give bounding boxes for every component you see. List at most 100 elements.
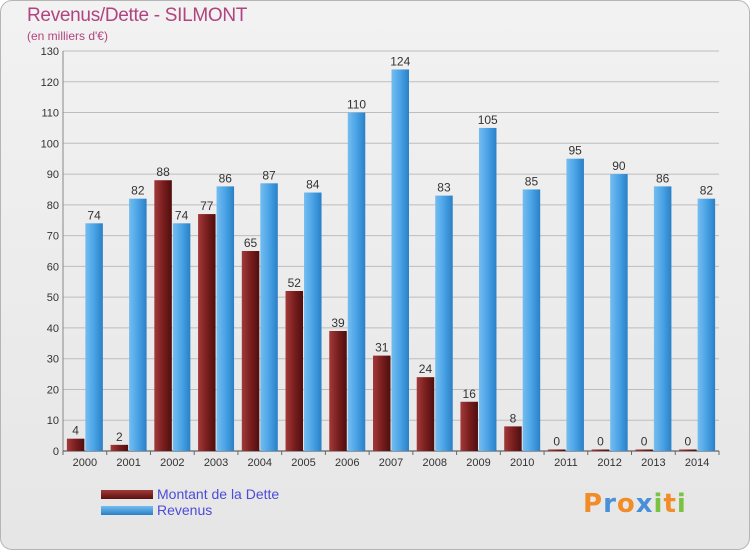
data-label-revenus: 86 (656, 171, 670, 185)
bar-dette (329, 331, 347, 451)
legend-label-revenus: Revenus (157, 502, 213, 518)
data-label-dette: 0 (597, 435, 604, 449)
bar-dette (635, 449, 653, 451)
data-label-dette: 0 (553, 435, 560, 449)
data-label-dette: 8 (510, 411, 517, 425)
bar-revenus (347, 112, 366, 452)
data-label-dette: 77 (200, 199, 214, 213)
data-label-dette: 0 (685, 435, 692, 449)
data-label-revenus: 87 (262, 168, 276, 182)
bar-dette (504, 426, 522, 451)
data-label-revenus: 105 (478, 113, 498, 127)
x-tick-label: 2001 (116, 457, 140, 469)
bar-dette (154, 180, 172, 451)
x-tick-label: 2013 (641, 457, 665, 469)
bar-revenus (304, 192, 322, 452)
bar-revenus (566, 158, 584, 451)
x-tick-label: 2011 (554, 457, 578, 469)
y-tick-label: 10 (47, 415, 59, 427)
bar-dette (591, 449, 610, 451)
x-tick-label: 2007 (379, 457, 403, 469)
data-label-revenus: 86 (219, 171, 233, 185)
bar-revenus (129, 198, 147, 451)
chart-subtitle: (en milliers d'€) (27, 29, 108, 43)
y-tick-label: 20 (47, 384, 59, 396)
x-tick-label: 2004 (248, 457, 272, 469)
x-tick-label: 2008 (422, 457, 446, 469)
data-label-dette: 31 (375, 341, 389, 355)
bar-revenus (391, 69, 409, 451)
x-tick-label: 2012 (597, 457, 621, 469)
bar-dette (460, 401, 478, 451)
bar-revenus (610, 174, 628, 452)
bar-dette (373, 355, 391, 451)
y-tick-label: 40 (47, 323, 59, 335)
x-tick-label: 2000 (73, 457, 97, 469)
bar-revenus (697, 198, 716, 451)
x-tick-label: 2006 (335, 457, 359, 469)
y-tick-label: 90 (47, 169, 59, 181)
legend-label-dette: Montant de la Dette (157, 486, 280, 502)
x-tick-label: 2005 (291, 457, 315, 469)
logo-letter: P (583, 489, 604, 519)
y-tick-label: 30 (47, 354, 59, 366)
bar-dette (285, 291, 304, 451)
bar-revenus (653, 186, 672, 451)
data-label-revenus: 95 (569, 144, 583, 158)
data-label-revenus: 82 (700, 184, 714, 198)
data-label-dette: 2 (116, 430, 123, 444)
logo-letter: x (635, 489, 654, 519)
x-tick-label: 2014 (685, 457, 709, 469)
bar-dette (66, 438, 85, 451)
data-label-dette: 24 (419, 362, 433, 376)
bar-revenus (172, 223, 191, 451)
y-tick-label: 100 (41, 138, 59, 150)
data-label-dette: 0 (641, 435, 648, 449)
bar-revenus (522, 189, 541, 451)
x-tick-label: 2003 (204, 457, 228, 469)
bar-revenus (216, 186, 235, 451)
data-label-revenus: 83 (437, 181, 451, 195)
bar-dette (241, 251, 260, 451)
y-tick-label: 120 (41, 77, 59, 89)
proxiti-logo: Proxiti (583, 489, 687, 519)
logo-letter: t (663, 489, 677, 519)
y-tick-label: 70 (47, 231, 59, 243)
bar-revenus (260, 183, 278, 452)
data-label-dette: 52 (288, 276, 302, 290)
data-label-dette: 65 (244, 236, 258, 250)
x-tick-label: 2010 (510, 457, 534, 469)
y-tick-label: 0 (53, 446, 59, 458)
y-tick-label: 50 (47, 292, 59, 304)
bar-dette (416, 377, 435, 451)
x-tick-label: 2002 (160, 457, 184, 469)
data-label-dette: 16 (463, 387, 477, 401)
bar-dette (547, 449, 566, 451)
data-label-revenus: 74 (87, 208, 101, 222)
legend-swatch-revenus (101, 506, 153, 515)
bar-revenus (85, 223, 103, 451)
bar-dette (198, 214, 216, 451)
x-tick-label: 2009 (466, 457, 490, 469)
logo-letter: r (603, 489, 617, 519)
data-label-revenus: 74 (175, 208, 189, 222)
data-label-revenus: 124 (390, 54, 410, 68)
logo-letter: i (653, 489, 664, 519)
y-tick-label: 60 (47, 261, 59, 273)
bar-revenus (435, 195, 453, 451)
data-label-revenus: 90 (612, 159, 626, 173)
bar-revenus (478, 127, 497, 451)
bar-dette (110, 444, 129, 451)
data-label-revenus: 82 (131, 184, 145, 198)
y-tick-label: 80 (47, 200, 59, 212)
data-label-dette: 88 (156, 165, 170, 179)
y-tick-label: 110 (41, 108, 59, 120)
data-label-revenus: 84 (306, 178, 320, 192)
data-label-dette: 4 (72, 424, 79, 438)
bar-dette (679, 449, 697, 451)
y-tick-label: 130 (41, 46, 59, 58)
chart-title: Revenus/Dette - SILMONT (27, 5, 248, 26)
logo-letter: o (616, 489, 636, 519)
